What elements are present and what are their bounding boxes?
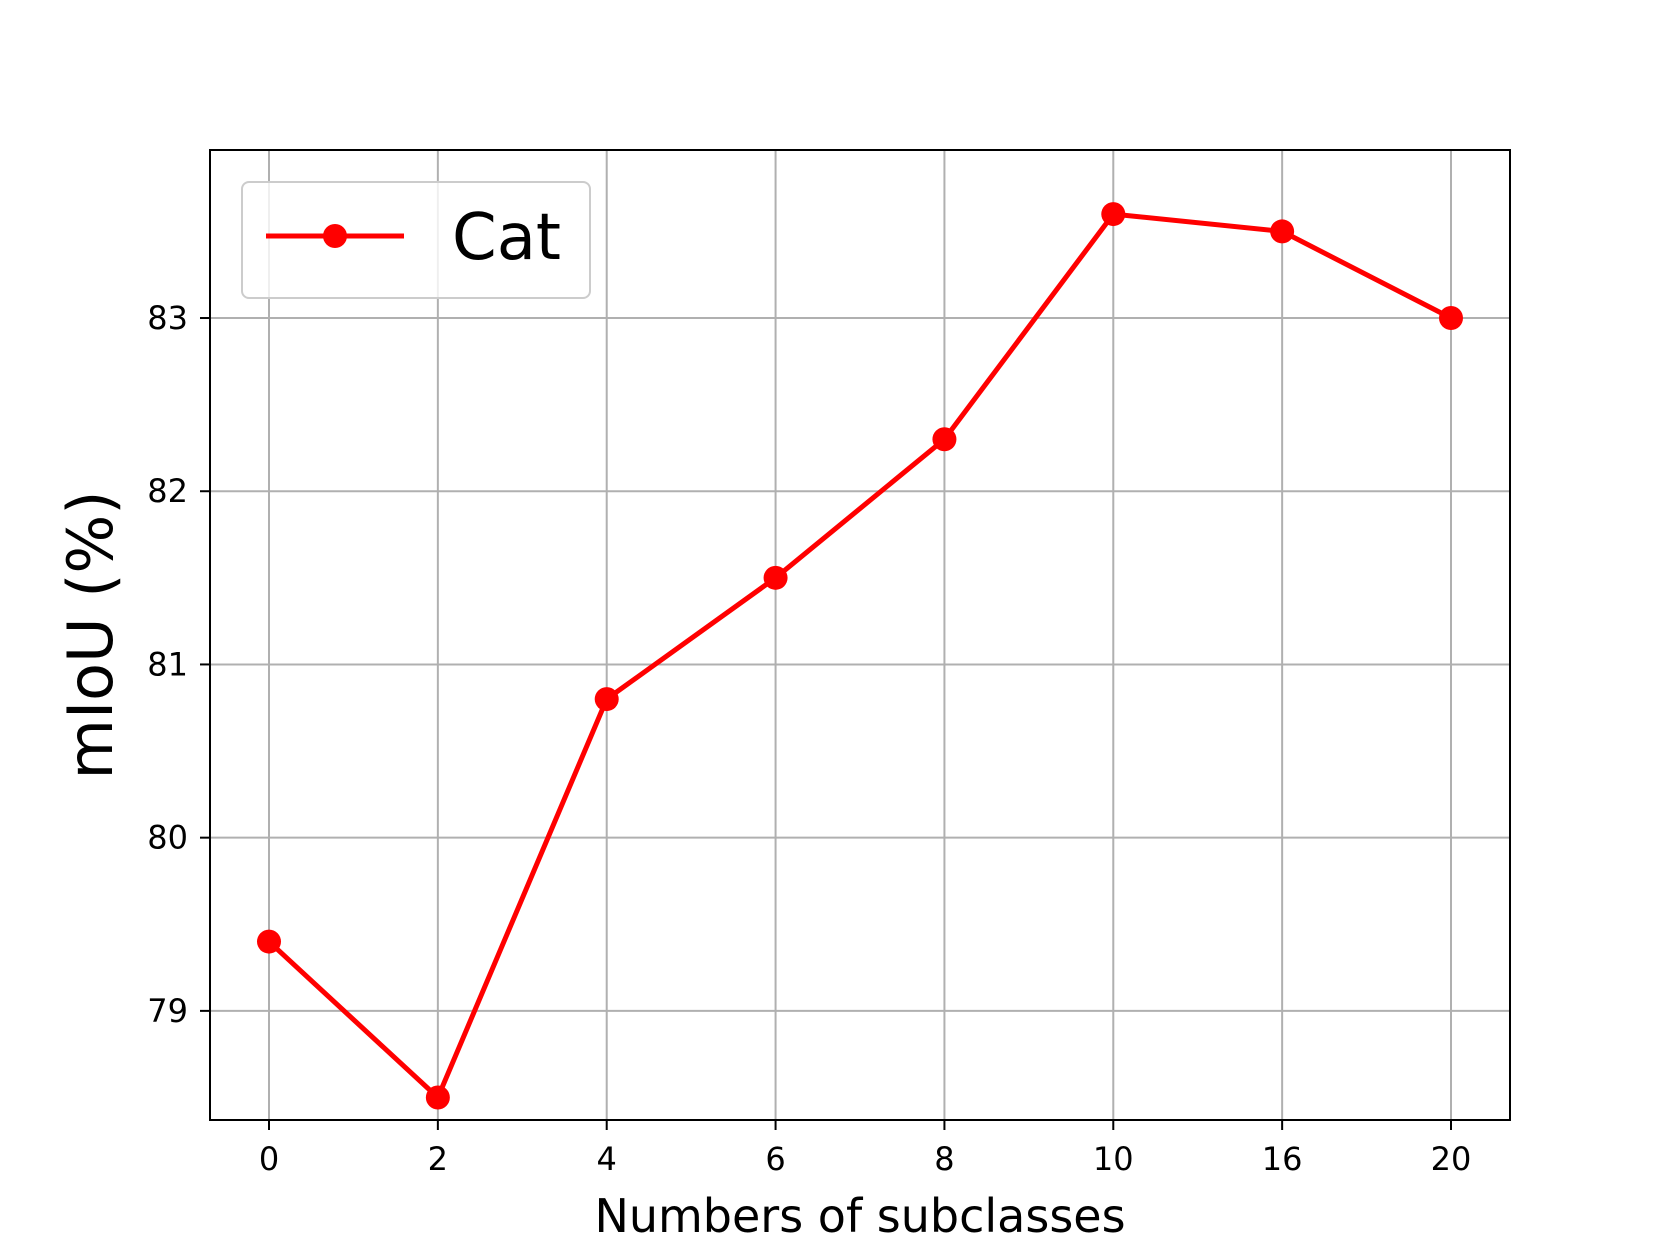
- x-tick-label: 6: [765, 1140, 785, 1178]
- x-tick-label: 2: [428, 1140, 448, 1178]
- data-point: [257, 929, 281, 954]
- x-tick-label: 16: [1262, 1140, 1303, 1178]
- data-point: [1270, 219, 1295, 244]
- data-point: [932, 427, 957, 452]
- y-tick-label: 81: [147, 645, 188, 683]
- x-tick-label: 10: [1093, 1140, 1134, 1178]
- y-tick-label: 80: [147, 819, 188, 857]
- data-series: [257, 202, 1463, 1110]
- data-point: [1101, 202, 1126, 227]
- y-axis-title: mIoU (%): [54, 491, 127, 780]
- y-tick-label: 82: [147, 472, 188, 510]
- legend-marker: [323, 224, 347, 248]
- x-tick-label: 4: [597, 1140, 617, 1178]
- x-tick-label: 20: [1431, 1140, 1472, 1178]
- legend-label-cat: Cat: [452, 201, 561, 275]
- y-tick-label: 79: [147, 992, 188, 1030]
- legend-frame: [241, 181, 591, 299]
- x-axis-title: Numbers of subclasses: [594, 1189, 1125, 1243]
- axis-ticks: 0 2 4 6 8 10 16 20 79 80 81 82 83: [147, 299, 1471, 1178]
- x-tick-label: 0: [259, 1140, 279, 1178]
- series-line-cat: [266, 211, 1454, 1100]
- y-tick-label: 83: [147, 299, 188, 337]
- data-point: [1439, 306, 1463, 331]
- plot-frame: [209, 149, 1511, 1121]
- data-point: [425, 1085, 450, 1110]
- x-tick-label: 8: [934, 1140, 954, 1178]
- legend: Cat: [241, 181, 591, 299]
- data-point: [763, 565, 788, 590]
- data-point: [594, 687, 619, 712]
